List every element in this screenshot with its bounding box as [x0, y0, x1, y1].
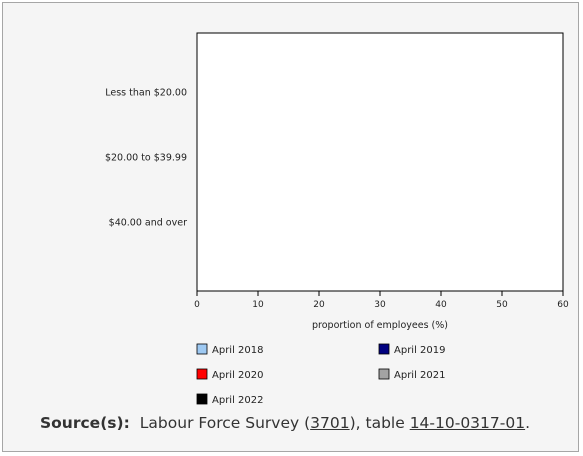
x-tick-label: 10	[252, 300, 264, 310]
legend: April 2018 April 2019 April 2020 April 2021…	[196, 343, 445, 406]
legend-swatch	[196, 368, 208, 380]
source-prefix: Labour Force Survey (	[139, 414, 311, 432]
x-tick-label: 30	[374, 300, 386, 310]
table-link[interactable]: 14-10-0317-01	[409, 414, 526, 432]
x-axis-title: proportion of employees (%)	[312, 320, 448, 331]
legend-swatch	[196, 393, 208, 405]
x-tick-label: 20	[313, 300, 325, 310]
plot-area	[196, 32, 564, 292]
legend-swatch	[378, 343, 390, 355]
legend-swatch	[378, 368, 390, 380]
legend-swatch	[196, 343, 208, 355]
source-label: Source(s):	[40, 414, 130, 432]
category-label: $40.00 and over	[109, 218, 187, 229]
legend-label: April 2019	[394, 345, 445, 356]
legend-label: April 2018	[212, 345, 263, 356]
x-tick-label: 40	[435, 300, 447, 310]
source-suffix: .	[525, 414, 531, 432]
source-middle: ), table	[349, 414, 410, 432]
x-tick-label: 0	[194, 300, 200, 310]
axes-layer: 0 10 20 30 40 50 60 proportion of employees (%)…	[105, 32, 569, 331]
category-label: $20.00 to $39.99	[105, 153, 187, 164]
legend-label: April 2022	[212, 395, 263, 406]
x-tick-label: 50	[496, 300, 508, 310]
legend-label: April 2021	[394, 370, 445, 381]
source-note: Source(s): Labour Force Survey (3701), ta…	[40, 414, 530, 432]
category-label: Less than $20.00	[105, 88, 187, 99]
legend-label: April 2020	[212, 370, 263, 381]
survey-link[interactable]: 3701	[310, 414, 350, 432]
x-tick-label: 60	[557, 300, 569, 310]
